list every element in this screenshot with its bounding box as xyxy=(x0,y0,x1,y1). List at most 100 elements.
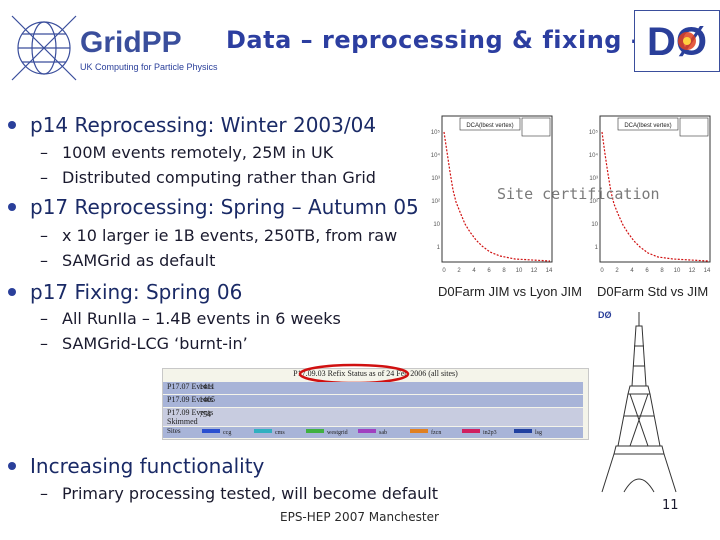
site-label-cms: cms xyxy=(275,430,285,436)
sub-bullet: – SAMGrid-LCG ‘burnt-in’ xyxy=(40,334,248,353)
x-tick: 14 xyxy=(704,268,711,274)
row-label: P17.09 Events xyxy=(167,395,214,404)
site-label-westgrid: westgrid xyxy=(327,430,348,436)
plot-tag-box xyxy=(617,117,679,131)
x-tick: 6 xyxy=(487,268,491,274)
x-tick: 4 xyxy=(630,268,634,274)
table-row: P17.09 Events 1405 xyxy=(163,395,583,407)
bullet-p14: p14 Reprocessing: Winter 2003/04 xyxy=(8,113,376,137)
x-tick: 6 xyxy=(645,268,649,274)
sub-bullet-text: Primary processing tested, will become d… xyxy=(62,484,439,503)
bullet-dot xyxy=(8,202,16,211)
header-band xyxy=(0,0,720,92)
d0-logo-icon: DØ xyxy=(634,10,720,72)
sub-bullet: – All RunIIa – 1.4B events in 6 weeks xyxy=(40,309,341,328)
y-tick: 1 xyxy=(437,245,441,251)
y-tick: 10² xyxy=(589,199,598,205)
stats-box xyxy=(521,117,551,137)
site-label-in2p3: in2p3 xyxy=(483,430,497,436)
sub-bullet-text: 100M events remotely, 25M in UK xyxy=(62,143,334,162)
y-tick: 10⁴ xyxy=(589,152,599,159)
table-title: P17.09.03 Refix Status as of 24 Feb 2006… xyxy=(293,369,458,378)
plot-tag-box xyxy=(459,117,521,131)
sub-bullet-text: All RunIIa – 1.4B events in 6 weeks xyxy=(62,309,341,328)
x-tick: 2 xyxy=(615,268,619,274)
bullet-p17-reprocessing: p17 Reprocessing: Spring – Autumn 05 xyxy=(8,195,419,219)
sub-bullet-text: SAMGrid-LCG ‘burnt-in’ xyxy=(62,334,248,353)
y-tick: 10⁵ xyxy=(431,129,441,136)
table-row: P17.09 Events Skimmed 754 xyxy=(163,408,583,426)
site-label-fzcn: fzcn xyxy=(431,429,441,436)
y-tick: 10⁵ xyxy=(589,129,599,136)
plot-tag: DCA(lbest vertex) xyxy=(624,123,671,129)
bullet-text: Increasing functionality xyxy=(30,454,265,478)
y-tick: 10² xyxy=(431,199,440,205)
page-number: 11 xyxy=(662,498,679,513)
site-label-ccg: ccg xyxy=(223,430,231,436)
bullet-text: p17 Reprocessing: Spring – Autumn 05 xyxy=(30,195,419,219)
y-tick: 10 xyxy=(433,222,440,228)
gridpp-globe-icon xyxy=(11,15,77,81)
x-tick: 10 xyxy=(516,268,523,274)
x-tick: 2 xyxy=(457,268,461,274)
bullet-p17-fixing: p17 Fixing: Spring 06 xyxy=(8,280,242,304)
logo-text: GridPP xyxy=(80,26,182,59)
plot-frame xyxy=(441,115,553,263)
x-tick: 14 xyxy=(546,268,553,274)
slide-title: Data – reprocessing & fixing - I xyxy=(226,26,660,54)
bullet-text: p17 Fixing: Spring 06 xyxy=(30,280,243,304)
sites-label: Sites xyxy=(167,427,181,435)
x-tick: 12 xyxy=(689,268,696,274)
row-value: 1411 xyxy=(199,382,215,391)
plot-tag: DCA(lbest vertex) xyxy=(466,123,513,129)
site-label-sab: sab xyxy=(379,430,387,436)
svg-text:DØ: DØ xyxy=(598,310,612,320)
site-certification-label: Site certification xyxy=(497,185,660,203)
x-tick: 10 xyxy=(674,268,681,274)
row-label: P17.07 Events xyxy=(167,382,214,391)
sub-bullet: – Primary processing tested, will become … xyxy=(40,484,439,503)
x-tick: 8 xyxy=(502,268,506,274)
y-tick: 10⁴ xyxy=(431,152,441,159)
dca-plot-right: DCA(lbest vertex) 10⁵ 10⁴ 10³ 10² 10 1 0… xyxy=(578,112,718,280)
sub-bullet: – SAMGrid as default xyxy=(40,251,216,270)
sub-bullet: –100M events remotely, 25M in UK xyxy=(40,143,334,162)
stats-box xyxy=(679,117,709,137)
x-tick: 0 xyxy=(442,268,446,274)
site-swatch-fzcn xyxy=(410,429,428,433)
site-swatch-ccg xyxy=(202,429,220,433)
site-swatch-sab xyxy=(358,429,376,433)
row-value: 1405 xyxy=(199,395,215,404)
eiffel-tower-icon: DØ xyxy=(598,310,677,493)
row-value: 754 xyxy=(199,410,211,419)
sub-bullet: – x 10 larger ie 1B events, 250TB, from r… xyxy=(40,226,398,245)
x-tick: 0 xyxy=(600,268,604,274)
y-tick: 10³ xyxy=(589,176,598,182)
bullet-functionality: Increasing functionality xyxy=(8,454,264,478)
bullet-dot xyxy=(8,461,16,470)
x-tick: 4 xyxy=(472,268,476,274)
plot-frame xyxy=(599,115,711,263)
y-tick: 10 xyxy=(591,222,598,228)
histogram-curve xyxy=(443,131,551,262)
row-label: P17.09 Events Skimmed xyxy=(167,408,214,426)
sub-bullet-text: Distributed computing rather than Grid xyxy=(62,168,376,187)
svg-text:DØ: DØ xyxy=(647,20,707,64)
plot-caption-left: D0Farm JIM vs Lyon JIM xyxy=(438,284,582,299)
footer-text: EPS-HEP 2007 Manchester xyxy=(280,510,439,524)
status-bars-overlay: ccg cms westgrid sab fzcn in2p3 lsg xyxy=(202,429,542,436)
sub-bullet: – Distributed computing rather than Grid xyxy=(40,168,376,187)
site-swatch-cms xyxy=(254,429,272,433)
bullet-dot xyxy=(8,120,16,129)
plot-caption-right: D0Farm Std vs JIM xyxy=(597,284,709,299)
x-tick: 12 xyxy=(531,268,538,274)
site-label-lsg: lsg xyxy=(535,430,542,436)
site-swatch-lsg xyxy=(514,429,532,433)
bullet-text: p14 Reprocessing: Winter 2003/04 xyxy=(30,113,377,137)
sub-bullet-text: SAMGrid as default xyxy=(62,251,216,270)
y-tick: 1 xyxy=(595,245,599,251)
dca-plot-left: DCA(lbest vertex) 10⁵ 10⁴ 10³ 10² 10 1 0… xyxy=(420,112,560,280)
x-tick: 8 xyxy=(660,268,664,274)
table-row: P17.07 Events 1411 xyxy=(163,382,583,394)
site-swatch-in2p3 xyxy=(462,429,480,433)
